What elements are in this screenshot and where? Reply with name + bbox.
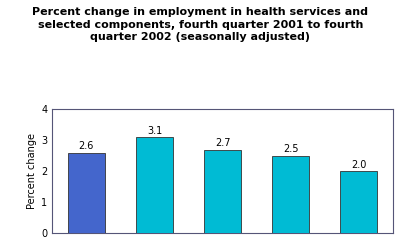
Y-axis label: Percent change: Percent change [27, 133, 37, 209]
Bar [272, 156, 310, 233]
Bar [136, 137, 173, 233]
Text: 2.7: 2.7 [215, 138, 230, 148]
Text: 2.6: 2.6 [79, 141, 94, 151]
Text: Percent change in employment in health services and
selected components, fourth : Percent change in employment in health s… [32, 7, 369, 42]
Text: 2.5: 2.5 [283, 144, 298, 154]
Text: 2.0: 2.0 [351, 160, 367, 170]
Bar [340, 171, 377, 233]
Bar [204, 150, 241, 233]
Bar [68, 153, 105, 233]
Text: 3.1: 3.1 [147, 126, 162, 136]
